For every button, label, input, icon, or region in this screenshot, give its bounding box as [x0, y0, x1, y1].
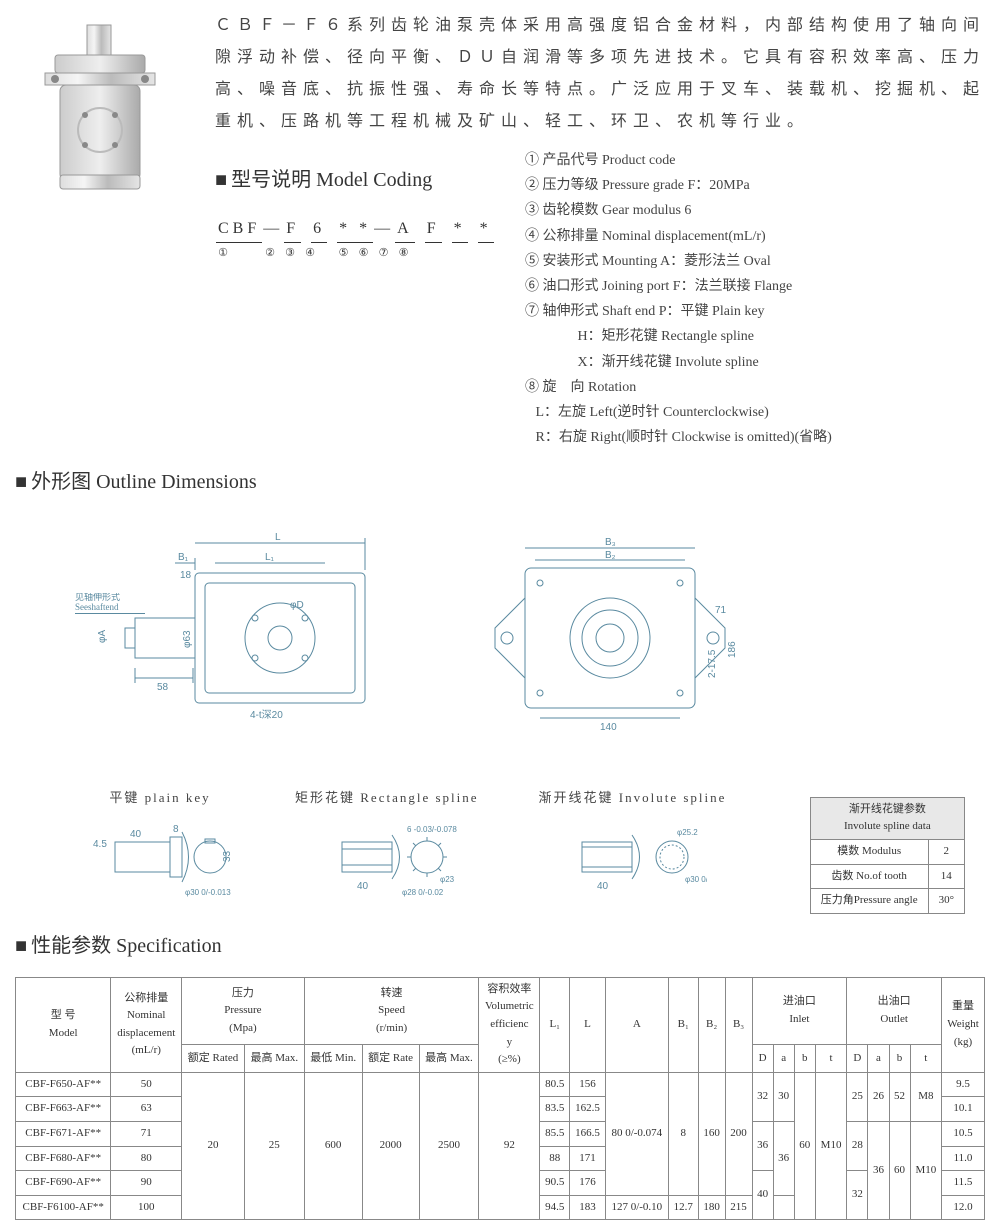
svg-text:140: 140 — [600, 722, 617, 733]
side-view-drawing: L L₁ B₁ 58 18 φD 4-t深20 φA φ63 见轴伸形式 See… — [75, 518, 425, 738]
svg-text:φD: φD — [290, 600, 304, 611]
svg-text:4-t深20: 4-t深20 — [250, 709, 283, 721]
specification-table: 型 号 Model 公称排量 Nominal displacement (mL/… — [15, 977, 985, 1221]
involute-spline-shaft: 渐开线花键 Involute spline 40 φ25.2 φ30 0/-0.… — [539, 788, 727, 904]
svg-text:2-17.5: 2-17.5 — [707, 649, 718, 678]
product-photo — [15, 10, 195, 210]
svg-text:40: 40 — [357, 881, 369, 892]
front-view-drawing: B₃ B₂ 140 71 186 2-17.5 — [465, 518, 775, 738]
svg-text:φ23: φ23 — [440, 875, 455, 884]
spec-title: 性能参数 Specification — [15, 930, 985, 962]
svg-text:φ63: φ63 — [182, 630, 193, 648]
svg-text:φ30 0/-0.013: φ30 0/-0.013 — [185, 888, 231, 897]
model-coding-title: 型号说明 Model Coding — [215, 164, 495, 196]
plain-key-shaft: 平键 plain key 4.5 40 8 33 φ30 0/-0.013 — [85, 788, 235, 904]
rect-spline-shaft: 矩形花键 Rectangle spline 40 6 -0.03/-0.078 … — [295, 788, 479, 904]
svg-text:B₂: B₂ — [605, 550, 616, 561]
coding-formula: CBF—F 6 * *—A F * * — [215, 216, 495, 243]
svg-text:4.5: 4.5 — [93, 839, 107, 850]
svg-text:18: 18 — [180, 570, 192, 581]
svg-text:58: 58 — [157, 682, 169, 693]
svg-text:φA: φA — [97, 630, 108, 643]
svg-text:6 -0.03/-0.078: 6 -0.03/-0.078 — [407, 825, 457, 834]
svg-text:L: L — [275, 532, 281, 543]
svg-text:L₁: L₁ — [265, 552, 275, 563]
svg-text:8: 8 — [173, 824, 179, 835]
outline-title: 外形图 Outline Dimensions — [15, 466, 985, 498]
svg-text:φ28 0/-0.02: φ28 0/-0.02 — [402, 888, 444, 897]
svg-text:33: 33 — [222, 850, 233, 862]
svg-text:186: 186 — [727, 641, 738, 658]
svg-text:B₃: B₃ — [605, 537, 616, 548]
svg-text:φ25.2: φ25.2 — [677, 828, 698, 837]
spline-data-table: 渐开线花键参数 Involute spline data 模数 Modulus2… — [810, 797, 965, 914]
svg-text:40: 40 — [130, 829, 142, 840]
coding-numbers: ① ②③④ ⑤⑥⑦⑧ — [215, 245, 495, 263]
svg-text:71: 71 — [715, 605, 727, 616]
svg-text:φ30 0/-0.033: φ30 0/-0.033 — [685, 875, 707, 884]
coding-legend: ① 产品代号 Product code ② 压力等级 Pressure grad… — [525, 148, 985, 450]
intro-paragraph: ＣＢＦ－Ｆ６系列齿轮油泵壳体采用高强度铝合金材料，内部结构使用了轴向间隙浮动补偿… — [215, 10, 985, 138]
svg-text:B₁: B₁ — [178, 552, 189, 563]
svg-text:40: 40 — [597, 881, 609, 892]
